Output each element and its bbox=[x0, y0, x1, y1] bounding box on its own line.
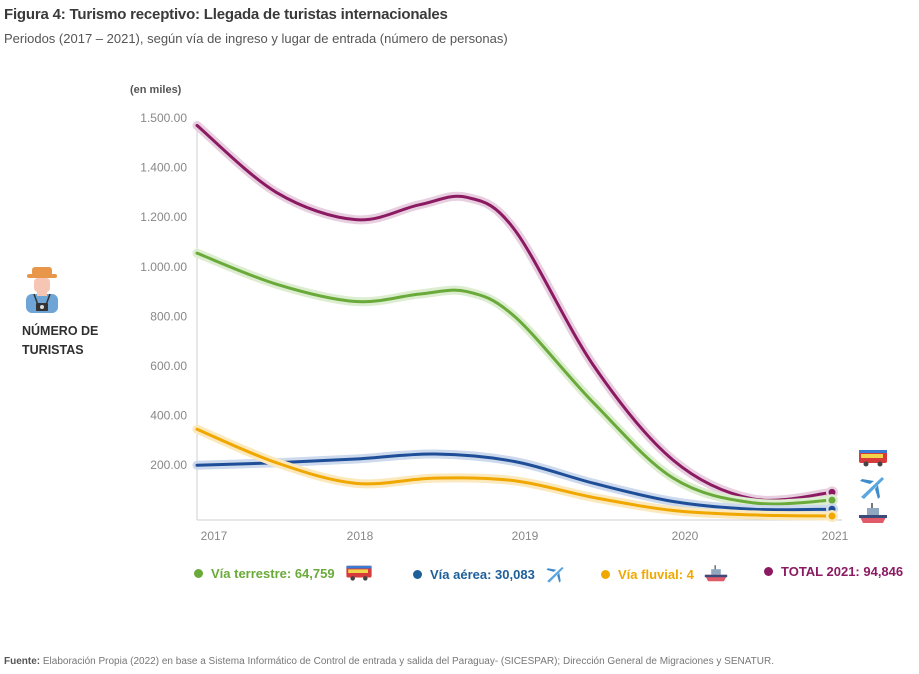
airplane-icon bbox=[546, 566, 564, 583]
end-point-v-a-fluvial bbox=[828, 512, 836, 520]
legend-label: Vía fluvial: 4 bbox=[618, 566, 694, 582]
y-axis-unit-label: (en miles) bbox=[130, 84, 182, 96]
chart-title: Figura 4: Turismo receptivo: Llegada de … bbox=[4, 6, 448, 23]
legend-item-terrestre: Vía terrestre: 64,759 bbox=[194, 564, 373, 582]
y-tick-label: 1.400.00 bbox=[140, 161, 187, 175]
y-tick-label: 600.00 bbox=[150, 359, 187, 373]
y-tick-label: 400.00 bbox=[150, 409, 187, 423]
source-label: Fuente: bbox=[4, 656, 41, 667]
tourist-icon bbox=[26, 267, 58, 313]
legend-label: Vía aérea: 30,083 bbox=[430, 566, 535, 582]
y-tick-label: 200.00 bbox=[150, 458, 187, 472]
legend-marker bbox=[764, 567, 773, 576]
series-line-v-a-fluvial bbox=[195, 427, 834, 518]
legend-marker bbox=[413, 569, 422, 579]
x-tick-label: 2019 bbox=[512, 529, 539, 543]
y-tick-label: 1.000.00 bbox=[140, 260, 187, 274]
ship-icon bbox=[704, 565, 728, 582]
x-tick-label: 2020 bbox=[672, 529, 699, 543]
legend-marker bbox=[194, 568, 203, 578]
legend-item-fluvial: Vía fluvial: 4 bbox=[601, 564, 728, 584]
legend-item-total: TOTAL 2021: 94,846 bbox=[764, 564, 903, 579]
x-tick-label: 2021 bbox=[822, 529, 849, 543]
y-tick-label: 1.200.00 bbox=[140, 210, 187, 224]
series-line-total bbox=[195, 123, 834, 502]
legend-label: Vía terrestre: 64,759 bbox=[211, 565, 335, 581]
bus-icon bbox=[859, 450, 887, 467]
airplane-icon bbox=[860, 477, 884, 499]
y-axis-side-label: NÚMERO DE TURISTAS bbox=[22, 324, 99, 357]
end-point-v-a-terrestre bbox=[828, 496, 836, 504]
chart-legend: Vía terrestre: 64,759 Vía aérea: 30,083 … bbox=[0, 564, 919, 586]
x-tick-label: 2018 bbox=[347, 529, 374, 543]
legend-item-aerea: Vía aérea: 30,083 bbox=[413, 564, 565, 584]
source-note: Fuente: Elaboración Propia (2022) en bas… bbox=[4, 656, 774, 667]
x-tick-label: 2017 bbox=[201, 529, 228, 543]
series-line-v-a-terrestre bbox=[195, 251, 834, 506]
legend-label: TOTAL 2021: 94,846 bbox=[781, 564, 904, 579]
legend-marker bbox=[601, 569, 610, 579]
ship-icon bbox=[859, 503, 887, 523]
y-tick-label: 1.500.00 bbox=[140, 111, 187, 125]
end-point-total bbox=[828, 488, 836, 496]
chart-subtitle: Periodos (2017 – 2021), según vía de ing… bbox=[4, 31, 508, 46]
bus-icon bbox=[345, 565, 372, 581]
y-tick-label: 800.00 bbox=[150, 309, 187, 323]
series-line-v-a-a-rea bbox=[195, 452, 834, 512]
source-text: Elaboración Propia (2022) en base a Sist… bbox=[42, 656, 774, 667]
